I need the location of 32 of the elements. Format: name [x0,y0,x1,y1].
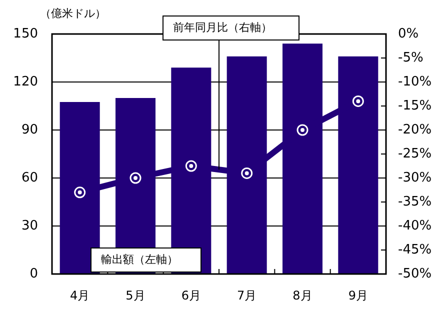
series-name: 輸出額（左軸） [101,253,178,266]
point [185,160,197,172]
ylabel: （億米ドル） [40,7,106,20]
y-tick-label: 150 [13,26,38,42]
point [130,172,142,184]
y2-tick-label: -10% [398,74,432,90]
x-tick-label: 8月 [292,288,312,302]
x-tick-label: 4月 [70,288,90,302]
x-tick-label: 6月 [181,288,201,302]
x-tick-label: 9月 [348,288,368,302]
point [352,95,364,107]
y-tick-label: 90 [21,122,38,138]
y-tick-label: 120 [13,74,38,90]
x-tick-label: 7月 [237,288,257,302]
y2-tick-label: -50% [398,266,432,282]
y2-tick-label: -20% [398,122,432,138]
y2-tick-label: -45% [398,242,432,258]
point [74,186,86,198]
y2-tick-label: 0% [398,26,419,42]
y-tick-label: 60 [21,170,38,186]
point [296,124,308,136]
y2-tick-label: -30% [398,170,432,186]
y2-tick-label: -15% [398,98,432,114]
x-tick-label: 5月 [126,288,146,302]
y2-tick-label: -40% [398,218,432,234]
y2-tick-label: -25% [398,146,432,162]
y2-tick-label: -35% [398,194,432,210]
y-tick-label: 0 [30,266,38,282]
series-name: 前年同月比（右軸） [173,21,272,34]
point [241,167,253,179]
y2-tick-label: -5% [398,50,424,66]
y-tick-label: 30 [21,218,38,234]
